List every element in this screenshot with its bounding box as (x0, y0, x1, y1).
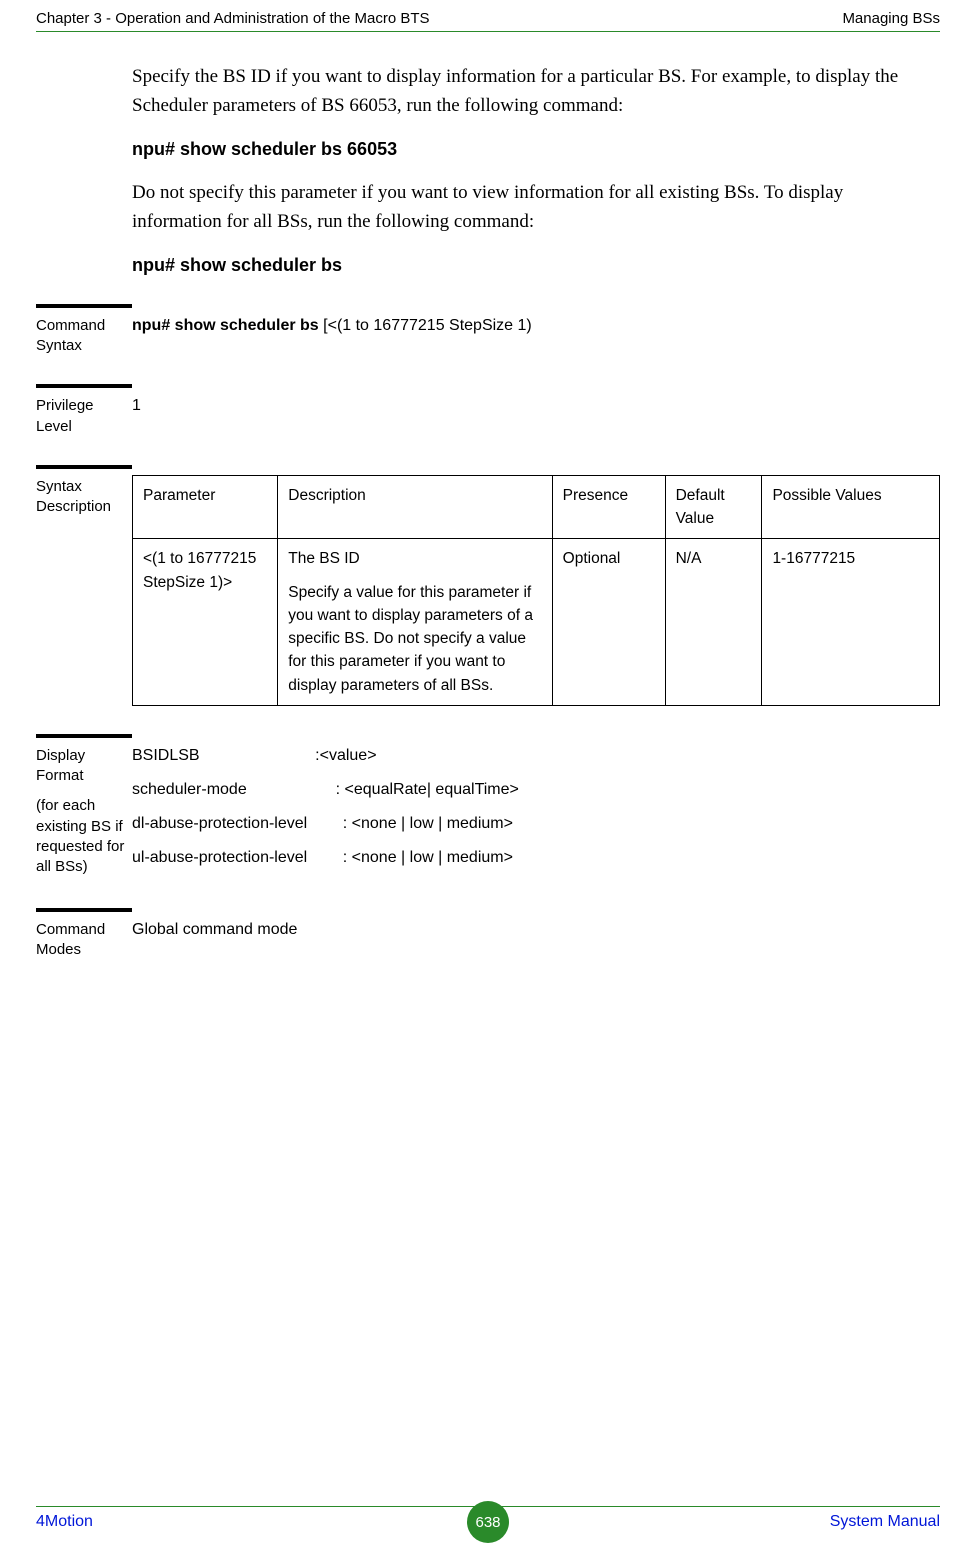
section-label-display-format: Display Format (for each existing BS if … (36, 742, 132, 878)
section-content-display-format: BSIDLSB :<value> scheduler-mode : <equal… (132, 742, 940, 880)
th-description: Description (278, 475, 552, 539)
section-bar (36, 384, 132, 388)
section-bar (36, 908, 132, 912)
display-line: ul-abuse-protection-level : <none | low … (132, 846, 940, 870)
footer-center: 638 (467, 1501, 509, 1543)
section-command-syntax: Command Syntax npu# show scheduler bs [<… (36, 304, 940, 357)
section-display-format: Display Format (for each existing BS if … (36, 734, 940, 880)
display-line: dl-abuse-protection-level : <none | low … (132, 812, 940, 836)
body-column: Specify the BS ID if you want to display… (132, 62, 932, 276)
section-syntax-description: Syntax Description Parameter Description… (36, 465, 940, 706)
td-possible: 1-16777215 (762, 539, 940, 706)
header-right: Managing BSs (842, 10, 940, 27)
section-bar (36, 465, 132, 469)
section-row: Privilege Level 1 (36, 392, 940, 437)
page: Chapter 3 - Operation and Administration… (0, 0, 976, 1545)
section-command-modes: Command Modes Global command mode (36, 908, 940, 961)
footer-row: 4Motion 638 System Manual (36, 1513, 940, 1531)
header-rule (36, 31, 940, 32)
section-label-privilege: Privilege Level (36, 392, 132, 437)
section-bar (36, 734, 132, 738)
display-line: BSIDLSB :<value> (132, 744, 940, 768)
section-content-privilege: 1 (132, 392, 940, 418)
display-format-label: Display Format (36, 746, 132, 787)
intro-paragraph-2: Do not specify this parameter if you wan… (132, 178, 932, 237)
section-row: Command Syntax npu# show scheduler bs [<… (36, 312, 940, 357)
desc-body: Specify a value for this parameter if yo… (288, 581, 541, 697)
td-default: N/A (665, 539, 762, 706)
table-header-row: Parameter Description Presence Default V… (133, 475, 940, 539)
td-description: The BS ID Specify a value for this param… (278, 539, 552, 706)
th-default: Default Value (665, 475, 762, 539)
section-bar (36, 304, 132, 308)
command-syntax-rest: [<(1 to 16777215 StepSize 1) (319, 317, 532, 334)
syntax-table: Parameter Description Presence Default V… (132, 475, 940, 706)
running-header: Chapter 3 - Operation and Administration… (36, 0, 940, 27)
td-parameter: <(1 to 16777215 StepSize 1)> (133, 539, 278, 706)
section-content-syntax-desc: Parameter Description Presence Default V… (132, 473, 940, 706)
section-content-command-modes: Global command mode (132, 916, 940, 942)
section-row: Syntax Description Parameter Description… (36, 473, 940, 706)
section-label-command-modes: Command Modes (36, 916, 132, 961)
section-label-syntax-desc: Syntax Description (36, 473, 132, 518)
td-presence: Optional (552, 539, 665, 706)
header-left: Chapter 3 - Operation and Administration… (36, 10, 430, 27)
table-row: <(1 to 16777215 StepSize 1)> The BS ID S… (133, 539, 940, 706)
th-parameter: Parameter (133, 475, 278, 539)
command-example-2: npu# show scheduler bs (132, 255, 932, 276)
footer: 4Motion 638 System Manual (36, 1506, 940, 1531)
section-privilege-level: Privilege Level 1 (36, 384, 940, 437)
page-number-badge: 638 (467, 1501, 509, 1543)
section-row: Command Modes Global command mode (36, 916, 940, 961)
th-possible: Possible Values (762, 475, 940, 539)
display-line: scheduler-mode : <equalRate| equalTime> (132, 778, 940, 802)
intro-paragraph-1: Specify the BS ID if you want to display… (132, 62, 932, 121)
desc-intro: The BS ID (288, 547, 541, 570)
command-example-1: npu# show scheduler bs 66053 (132, 139, 932, 160)
section-label-command-syntax: Command Syntax (36, 312, 132, 357)
footer-right: System Manual (830, 1513, 940, 1531)
display-format-sublabel: (for each existing BS if requested for a… (36, 796, 132, 877)
footer-left: 4Motion (36, 1513, 93, 1531)
command-syntax-bold: npu# show scheduler bs (132, 317, 319, 334)
section-row: Display Format (for each existing BS if … (36, 742, 940, 880)
th-presence: Presence (552, 475, 665, 539)
section-content-command-syntax: npu# show scheduler bs [<(1 to 16777215 … (132, 312, 940, 338)
